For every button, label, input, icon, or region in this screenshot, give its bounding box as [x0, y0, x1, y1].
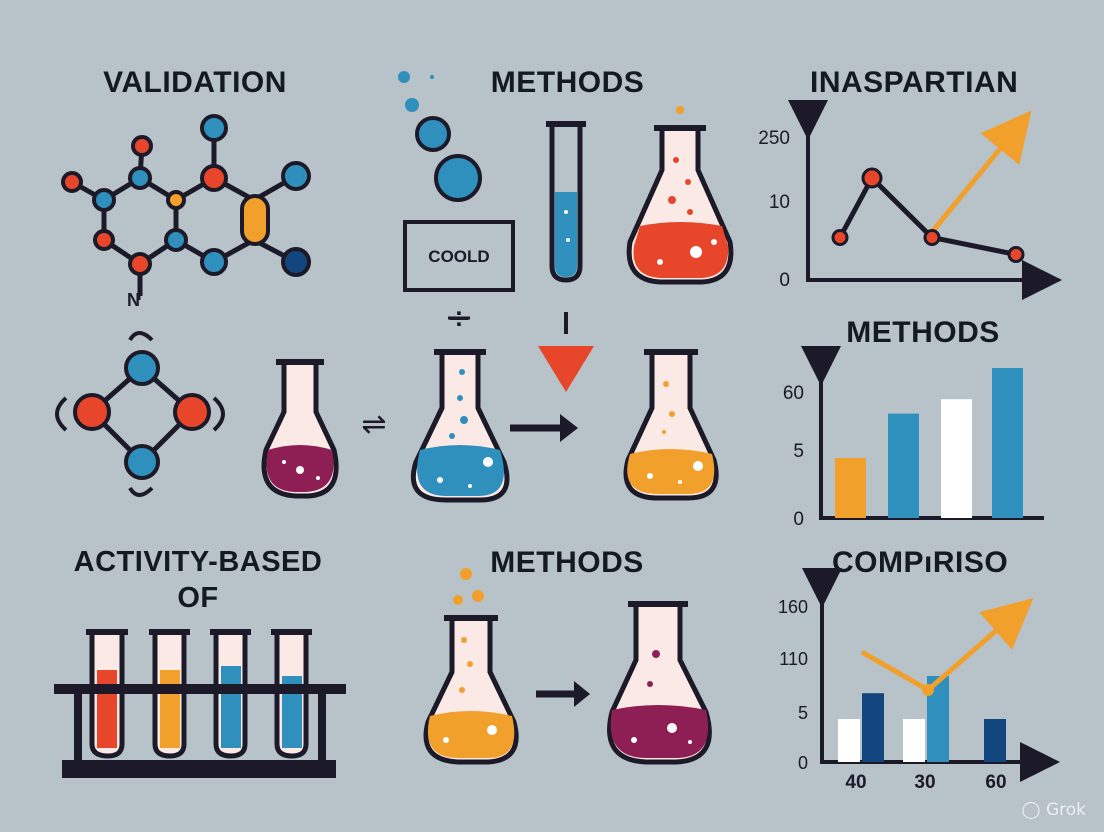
chart3-bar	[903, 719, 925, 762]
chart1-trend-arrow	[930, 110, 1032, 234]
chart2-tick-0: 0	[793, 509, 804, 530]
chart2-tick-5: 5	[793, 441, 804, 462]
chart3-xtick-60: 60	[985, 772, 1006, 793]
test-tube-blue	[546, 121, 586, 283]
ring-molecule	[55, 331, 225, 497]
line-chart: 250 10 0	[758, 100, 1062, 300]
cool-box-label: COOLD	[428, 247, 489, 266]
chart2-tick-60: 60	[783, 383, 804, 404]
red-triangle-marker	[538, 346, 594, 392]
bar-chart: 60 5 0	[783, 346, 1044, 530]
combo-chart: 160 110 5 0 40 30 60	[778, 568, 1060, 793]
heading-methods-bottom: METHODS	[490, 546, 644, 579]
chart1-tick-10: 10	[769, 192, 790, 213]
falling-bubbles	[398, 71, 482, 202]
heading-validation: VALIDATION	[103, 66, 287, 99]
equilibrium-symbol: ⇌	[361, 407, 386, 442]
chart1-series-line	[837, 173, 1017, 257]
flask-red	[626, 106, 734, 285]
chart2-bar	[941, 399, 972, 518]
chart3-bar	[838, 719, 860, 762]
atom-blue	[92, 188, 116, 212]
chart3-xtick-40: 40	[845, 772, 866, 793]
heading-methods-mid: METHODS	[846, 316, 1000, 349]
heading-activity-line2: OF	[177, 582, 219, 614]
chart3-bar	[927, 676, 949, 762]
chart3-xtick-30: 30	[914, 772, 935, 793]
heading-compriso: COMPıRISO	[832, 546, 1009, 579]
atom-blue	[281, 161, 311, 191]
atom-red	[200, 164, 228, 192]
atom-blue	[164, 228, 188, 252]
watermark-text: Grok	[1045, 800, 1086, 820]
chart1-point	[831, 229, 849, 246]
chart1-point	[923, 229, 941, 246]
chart3-tick-0: 0	[798, 753, 808, 773]
chart1-point	[861, 167, 883, 189]
atom-blue	[128, 166, 152, 190]
chart3-tick-5: 5	[798, 703, 808, 723]
flask-blue	[410, 316, 510, 503]
chart3-overlay-line	[860, 598, 1034, 694]
heading-inaspartian: INASPARTIAN	[810, 66, 1019, 99]
atom-red	[61, 171, 83, 193]
atom-red	[128, 252, 152, 276]
flask-orange-bottom	[423, 568, 519, 765]
chart3-bar	[862, 693, 884, 762]
chart2-bar	[992, 368, 1023, 518]
cool-box	[403, 220, 515, 292]
chart1-point	[1007, 246, 1025, 263]
chart1-tick-0: 0	[779, 270, 790, 291]
atom-orange	[166, 190, 186, 210]
flask-orange	[623, 349, 719, 501]
flask-purple	[261, 359, 339, 499]
atom-orange-bond	[240, 194, 270, 246]
grok-watermark: ◯ Grok	[1021, 800, 1086, 820]
chart2-bar	[835, 458, 866, 518]
heading-methods-top: METHODS	[490, 66, 645, 99]
chart3-tick-160: 160	[778, 597, 808, 617]
chart2-bar	[888, 413, 919, 518]
atom-red	[131, 135, 153, 157]
chart1-tick-250: 250	[758, 128, 790, 149]
molecule-atom-label: N	[127, 290, 140, 310]
chart3-overlay-point	[922, 684, 934, 696]
test-tube-rack	[54, 629, 346, 778]
atom-blue	[200, 248, 228, 276]
atom-blue	[200, 114, 228, 142]
atom-navy	[281, 247, 311, 277]
chart3-bar	[984, 719, 1006, 762]
atom-red	[93, 229, 115, 251]
chart3-tick-110: 110	[779, 649, 808, 669]
heading-activity-line1: ACTIVITY-BASED	[73, 546, 323, 578]
flask-purple-bottom	[607, 601, 712, 765]
